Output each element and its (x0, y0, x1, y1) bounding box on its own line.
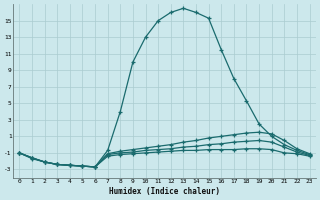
X-axis label: Humidex (Indice chaleur): Humidex (Indice chaleur) (109, 187, 220, 196)
